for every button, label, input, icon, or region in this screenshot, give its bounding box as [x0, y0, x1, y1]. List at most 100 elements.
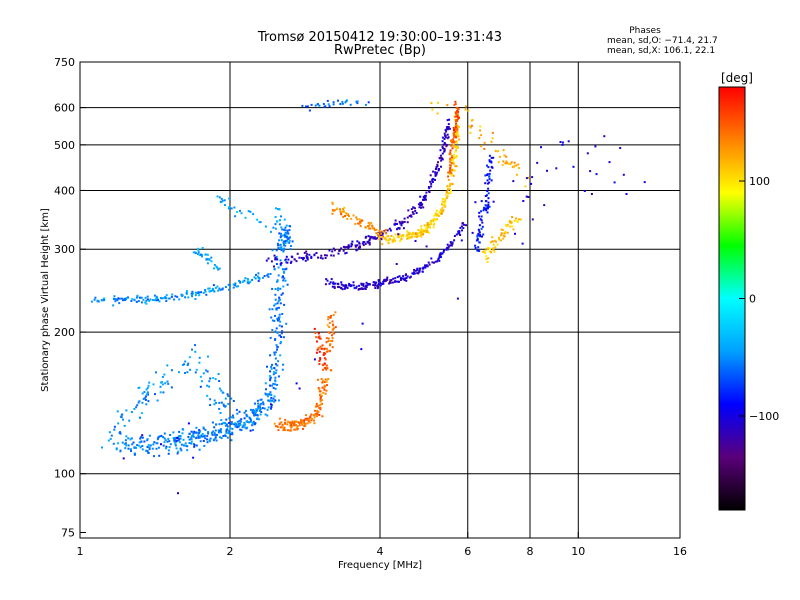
echo-point — [358, 222, 361, 225]
echo-point — [455, 122, 457, 125]
echo-point — [488, 175, 491, 178]
echo-point — [327, 331, 330, 334]
echo-point — [446, 195, 449, 198]
echo-point — [422, 198, 424, 201]
echo-point — [178, 298, 181, 301]
echo-point — [162, 391, 165, 394]
echo-point — [513, 164, 516, 167]
echo-point — [378, 282, 381, 285]
echo-point — [130, 300, 133, 302]
echo-point — [446, 243, 449, 246]
echo-point — [394, 222, 397, 225]
echo-point — [280, 249, 283, 252]
echo-point — [340, 283, 343, 286]
echo-point — [288, 239, 291, 242]
echo-point — [174, 295, 177, 298]
echo-point — [416, 235, 419, 238]
echo-point — [163, 441, 166, 444]
echo-point — [453, 103, 456, 106]
echo-point — [518, 218, 520, 221]
echo-point — [296, 252, 299, 255]
echo-point — [414, 233, 417, 236]
echo-point — [485, 258, 488, 261]
echo-point — [198, 448, 201, 451]
echo-point — [232, 400, 235, 402]
echo-point — [298, 387, 301, 390]
echo-point — [481, 221, 484, 224]
echo-point — [428, 263, 431, 266]
echo-point — [177, 450, 180, 453]
echo-point — [186, 449, 189, 452]
echo-point — [500, 232, 503, 235]
echo-point — [145, 449, 147, 452]
echo-point — [426, 265, 429, 268]
echo-point — [561, 141, 564, 144]
echo-point — [369, 227, 372, 230]
echo-point — [134, 446, 137, 449]
echo-point — [447, 136, 450, 139]
echo-point — [434, 260, 437, 263]
echo-point — [90, 300, 93, 303]
echo-point — [163, 373, 166, 376]
echo-point — [289, 248, 292, 251]
echo-point — [180, 449, 183, 452]
echo-point — [333, 282, 336, 285]
echo-point — [213, 432, 216, 435]
echo-point — [218, 287, 221, 290]
echo-point — [125, 298, 128, 301]
echo-point — [277, 375, 280, 378]
echo-point — [170, 386, 173, 389]
echo-point — [448, 127, 451, 130]
echo-point — [342, 245, 345, 248]
echo-point — [279, 342, 282, 345]
echo-point — [318, 388, 321, 391]
echo-point — [318, 404, 321, 407]
echo-point — [162, 436, 164, 439]
echo-point — [479, 125, 482, 128]
echo-point — [221, 391, 224, 394]
echo-point — [407, 231, 410, 234]
echo-point — [144, 296, 147, 299]
echo-point — [290, 426, 293, 429]
echo-point — [414, 210, 417, 212]
echo-point — [453, 140, 456, 143]
echo-point — [155, 297, 158, 300]
echo-point — [492, 200, 495, 203]
echo-point — [524, 185, 527, 188]
echo-point — [285, 322, 288, 325]
x-axis-label: Frequency [MHz] — [338, 560, 422, 571]
echo-point — [256, 414, 259, 417]
echo-point — [480, 219, 483, 222]
echo-point — [351, 240, 354, 243]
echo-point — [164, 297, 167, 300]
echo-point — [455, 156, 458, 159]
echo-point — [182, 444, 185, 447]
echo-point — [328, 105, 331, 108]
echo-point — [170, 369, 173, 372]
echo-point — [380, 238, 383, 241]
echo-point — [228, 288, 231, 291]
echo-point — [373, 227, 376, 230]
echo-point — [133, 408, 136, 410]
echo-point — [321, 415, 324, 418]
echo-point — [264, 225, 267, 228]
echo-point — [228, 197, 231, 200]
echo-point — [455, 124, 458, 127]
echo-point — [221, 288, 224, 291]
echo-point — [256, 399, 259, 402]
echo-point — [400, 222, 402, 225]
echo-point — [449, 149, 452, 152]
echo-point — [118, 302, 121, 305]
echo-point — [372, 284, 375, 287]
echo-point — [141, 448, 144, 451]
echo-point — [300, 257, 303, 259]
echo-point — [478, 241, 481, 244]
echo-point — [286, 229, 289, 232]
echo-point — [504, 162, 507, 165]
echo-point — [449, 241, 452, 244]
echo-point — [458, 138, 461, 141]
echo-point — [329, 316, 332, 319]
echo-point — [167, 297, 170, 300]
echo-point — [413, 235, 416, 238]
echo-point — [324, 378, 327, 381]
